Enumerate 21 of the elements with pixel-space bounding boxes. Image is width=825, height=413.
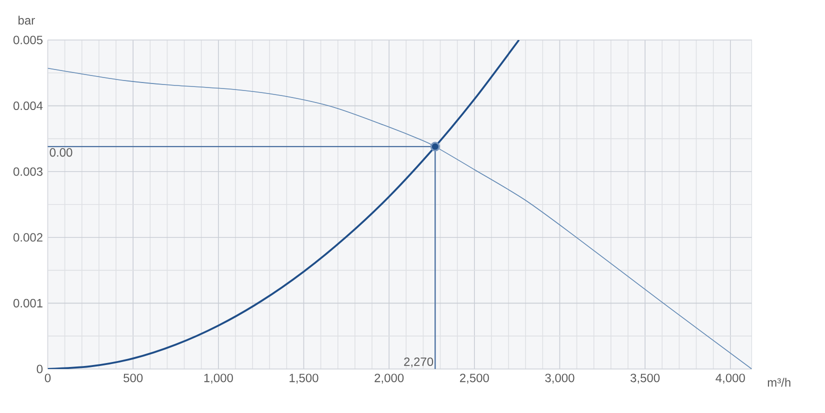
x-tick-label: 1,500 xyxy=(290,374,318,384)
line-series xyxy=(48,40,520,369)
ref-line-label: 0.00 xyxy=(50,148,72,157)
x-tick-label: 2,000 xyxy=(374,374,404,384)
x-axis-title: m³/h xyxy=(768,378,790,387)
y-tick-label: 0.001 xyxy=(13,298,42,308)
y-tick-label: 0.003 xyxy=(13,167,42,176)
x-tick-label: 500 xyxy=(124,374,143,382)
y-tick-label: 0.002 xyxy=(13,233,42,242)
y-tick-label: 0.005 xyxy=(13,36,43,44)
x-tick-label: 1,000 xyxy=(204,374,233,384)
x-tick-label: 2,500 xyxy=(460,374,489,384)
ref-line-label: 2,270 xyxy=(404,357,434,368)
y-tick-label: 0.004 xyxy=(13,102,43,110)
line-series xyxy=(48,68,752,369)
x-tick-label: 4,000 xyxy=(716,374,745,384)
y-axis-title: bar xyxy=(18,16,35,25)
x-tick-label: 3,000 xyxy=(545,374,574,384)
x-tick-label: 0 xyxy=(44,374,51,382)
x-tick-label: 3,500 xyxy=(630,374,660,384)
y-tick-label: 0 xyxy=(36,364,43,374)
